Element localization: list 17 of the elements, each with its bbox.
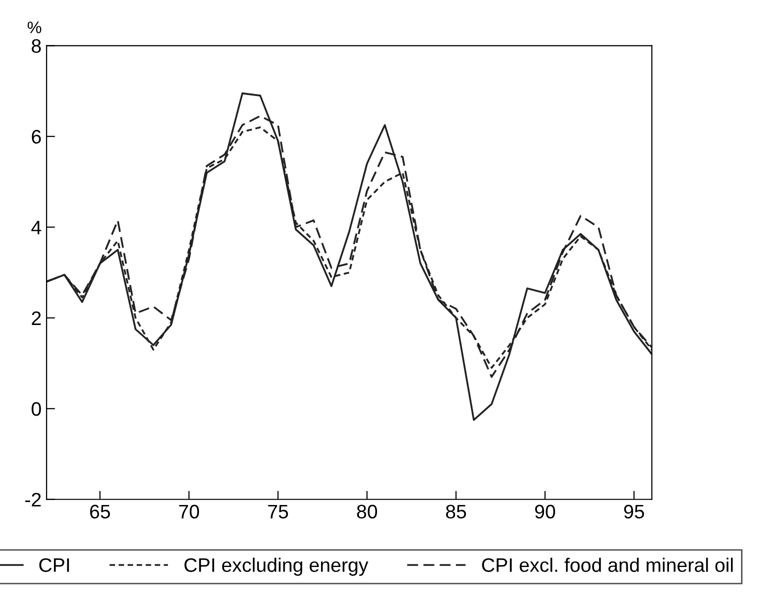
x-tick-label: 85 [446,504,466,519]
x-tick-label: 90 [535,504,556,519]
y-tick-label: 0 [32,402,41,416]
y-tick-label: 8 [32,39,41,53]
legend-label: CPI excluding energy [184,558,368,576]
x-tick-label: 70 [179,504,200,519]
x-tick-label: 75 [268,504,288,519]
y-axis-title: % [28,22,42,34]
x-tick-label: 80 [357,504,378,519]
x-tick-label: 65 [90,504,110,519]
legend-label: CPI [39,558,69,572]
legend-label: CPI excl. food and mineral oil [482,558,733,572]
y-tick-label: -2 [25,492,41,506]
y-tick-label: 4 [31,220,42,234]
y-tick-label: 2 [32,311,41,325]
x-tick-label: 95 [624,504,644,519]
y-tick-label: 6 [32,130,41,144]
